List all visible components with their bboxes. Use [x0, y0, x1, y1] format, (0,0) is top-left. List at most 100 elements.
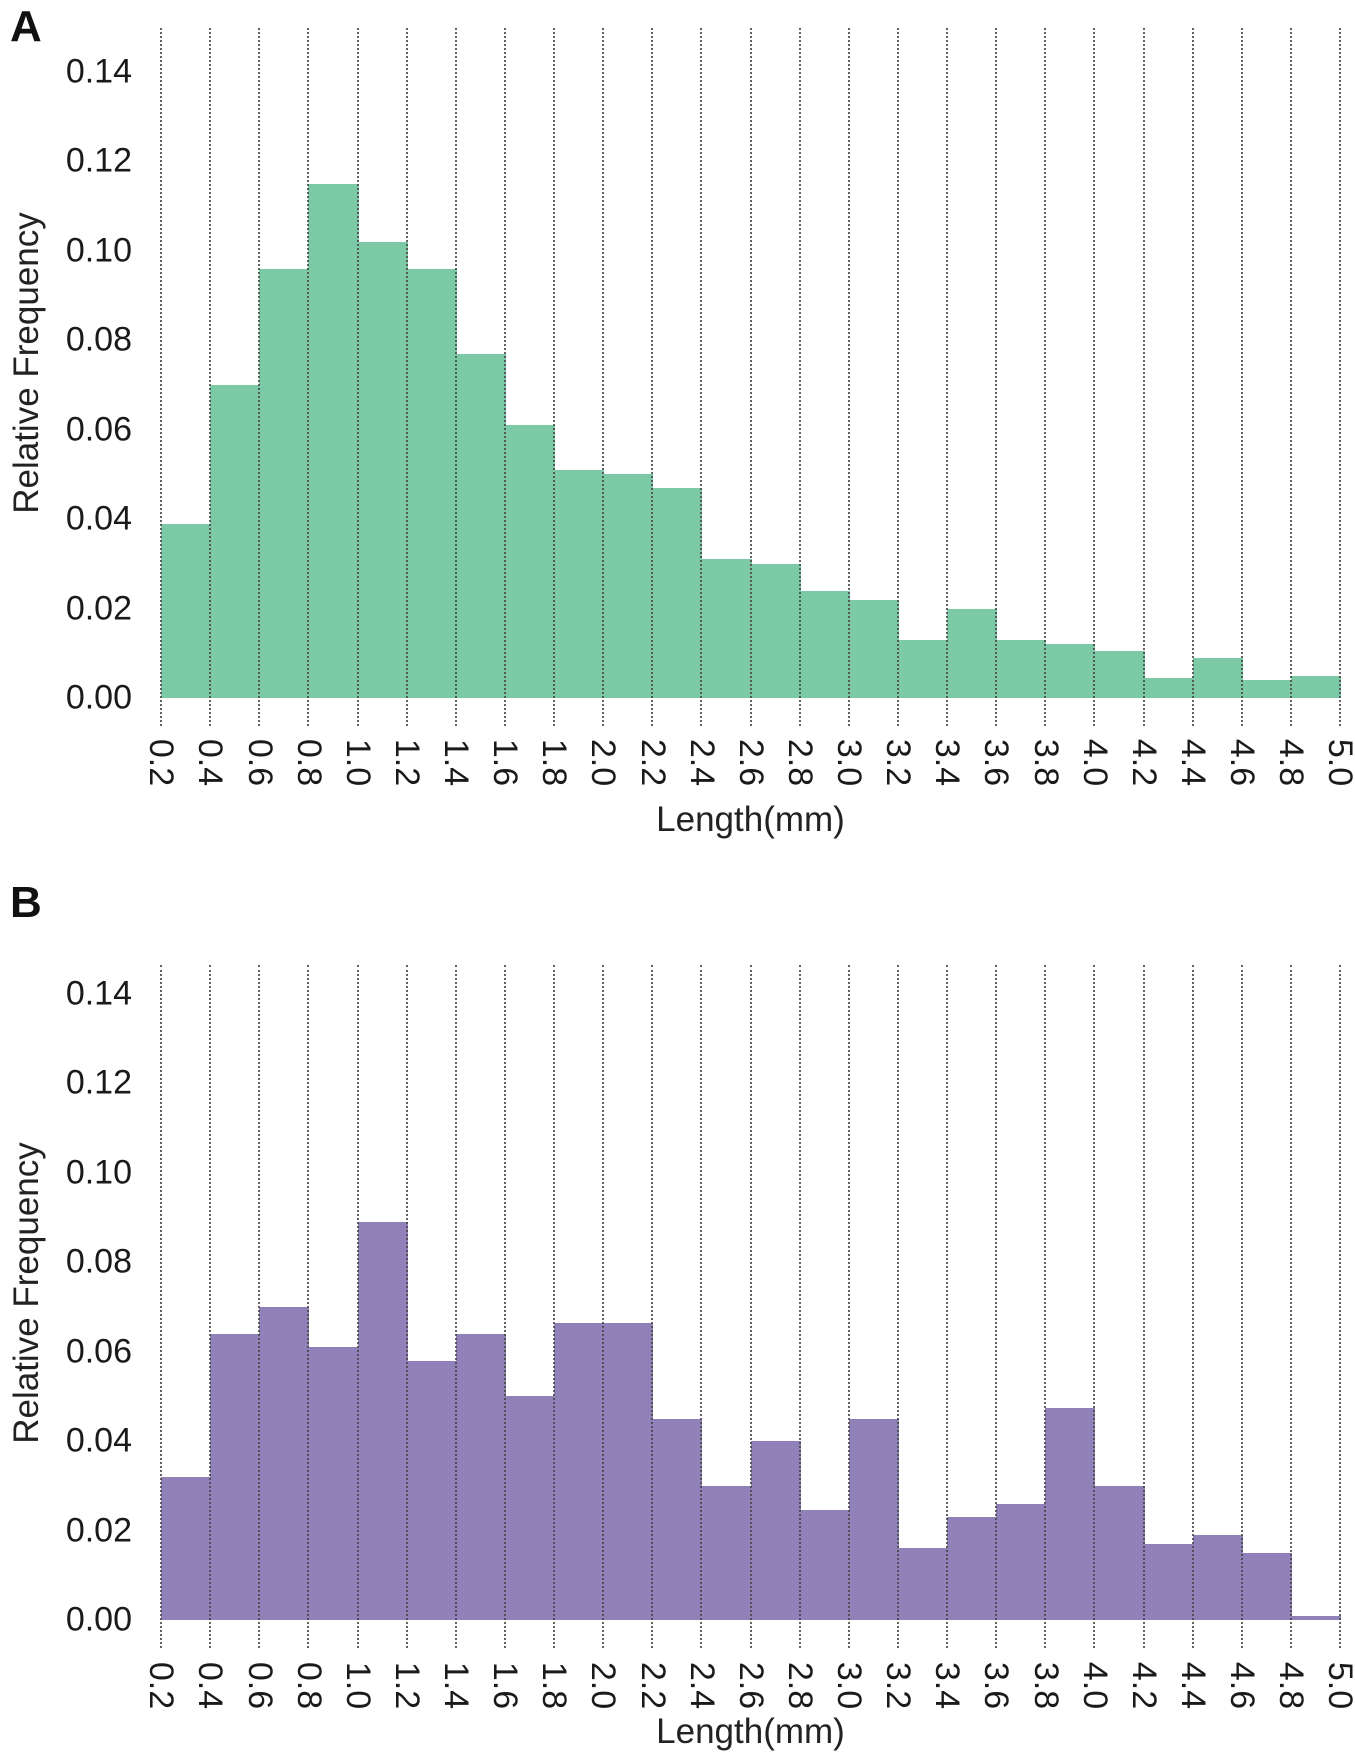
histogram-bar [308, 1347, 359, 1620]
histogram-bar [996, 640, 1047, 698]
histogram-bar [701, 1486, 752, 1620]
x-gridline [602, 28, 605, 726]
x-gridline [749, 28, 752, 726]
histogram-bar [455, 354, 506, 698]
x-gridline [1191, 965, 1194, 1648]
y-tick-label: 0.02 [65, 1511, 132, 1550]
histogram-bar [750, 1441, 801, 1620]
x-gridline [700, 965, 703, 1648]
x-gridline [356, 965, 359, 1648]
histogram-bar [1290, 1616, 1341, 1620]
y-tick-label: 0.04 [65, 1421, 132, 1460]
y-tick-label: 0.08 [65, 320, 132, 359]
y-tick-label: 0.00 [65, 1600, 132, 1639]
y-tick-label: 0.12 [65, 1063, 132, 1102]
histogram-bar [554, 1323, 605, 1620]
histogram-bar [1045, 1408, 1096, 1620]
x-gridline [602, 965, 605, 1648]
histogram-bar [1143, 678, 1194, 698]
histogram-bar [1045, 644, 1096, 698]
x-gridline [749, 965, 752, 1648]
histogram-bar [848, 600, 899, 698]
x-gridline [553, 965, 555, 1648]
histogram-bar [1143, 1544, 1194, 1620]
y-tick-label: 0.12 [65, 141, 132, 180]
x-gridline [1289, 965, 1292, 1648]
histogram-bar [161, 1477, 212, 1620]
x-gridline [1044, 28, 1047, 726]
x-gridline [896, 965, 899, 1648]
histogram-bar [210, 1334, 261, 1620]
histogram-bar [947, 1517, 998, 1620]
histogram-bar [750, 564, 801, 698]
histogram-bar [357, 1222, 408, 1620]
histogram-bar [406, 269, 457, 698]
histogram-bar [1192, 658, 1243, 698]
histogram-bar [996, 1504, 1047, 1620]
panel-a-letter: A [10, 2, 42, 51]
x-gridline [405, 28, 408, 726]
x-gridline [995, 965, 998, 1648]
histogram-bar [1290, 676, 1341, 698]
histogram-bar [1094, 651, 1145, 698]
x-gridline [209, 28, 212, 726]
histogram-bar [897, 1548, 948, 1620]
x-gridline [798, 965, 801, 1648]
histogram-bar [504, 425, 555, 698]
histogram-bar [947, 609, 998, 698]
histogram-bar [210, 385, 261, 698]
x-gridline [651, 28, 654, 726]
histogram-bar [1094, 1486, 1145, 1620]
x-gridline [160, 965, 162, 1648]
x-gridline [1339, 965, 1341, 1648]
x-gridline [1093, 965, 1096, 1648]
x-gridline [700, 28, 703, 726]
y-tick-label: 0.02 [65, 589, 132, 628]
histogram-bar [259, 1307, 310, 1620]
histogram-bar [504, 1396, 555, 1620]
x-gridline [946, 965, 948, 1648]
y-tick-label: 0.08 [65, 1242, 132, 1281]
histogram-bar [259, 269, 310, 698]
x-gridline [553, 28, 555, 726]
histogram-bar [897, 640, 948, 698]
histogram-bar [652, 488, 703, 698]
x-gridline [798, 28, 801, 726]
y-tick-label: 0.04 [65, 499, 132, 538]
histogram-bar [308, 184, 359, 698]
x-gridline [896, 28, 899, 726]
x-gridline [847, 965, 850, 1648]
x-gridline [503, 965, 506, 1648]
x-gridline [258, 965, 261, 1648]
x-gridline [651, 965, 654, 1648]
y-tick-label: 0.14 [65, 974, 132, 1013]
x-gridline [1240, 965, 1243, 1648]
y-tick-label: 0.14 [65, 52, 132, 91]
x-gridline [1240, 28, 1243, 726]
x-gridline [454, 965, 457, 1648]
x-gridline [356, 28, 359, 726]
x-gridline [258, 28, 261, 726]
histogram-bar [1192, 1535, 1243, 1620]
y-tick-label: 0.10 [65, 231, 132, 270]
histogram-bar [701, 559, 752, 698]
histogram-bar [455, 1334, 506, 1620]
x-gridline [946, 28, 948, 726]
x-gridline [1142, 965, 1145, 1648]
x-gridline [1093, 28, 1096, 726]
histogram-bar [603, 474, 654, 698]
y-tick-label: 0.06 [65, 410, 132, 449]
x-gridline [847, 28, 850, 726]
panel-b-letter: B [10, 878, 42, 927]
histogram-bar [799, 591, 850, 698]
x-gridline [454, 28, 457, 726]
panel-b-x-axis-title: Length(mm) [656, 1712, 845, 1751]
y-tick-label: 0.00 [65, 678, 132, 717]
x-gridline [1142, 28, 1145, 726]
panel-a-x-axis-title: Length(mm) [656, 800, 845, 839]
y-tick-label: 0.10 [65, 1153, 132, 1192]
x-gridline [405, 965, 408, 1648]
histogram-bar [1241, 680, 1292, 698]
